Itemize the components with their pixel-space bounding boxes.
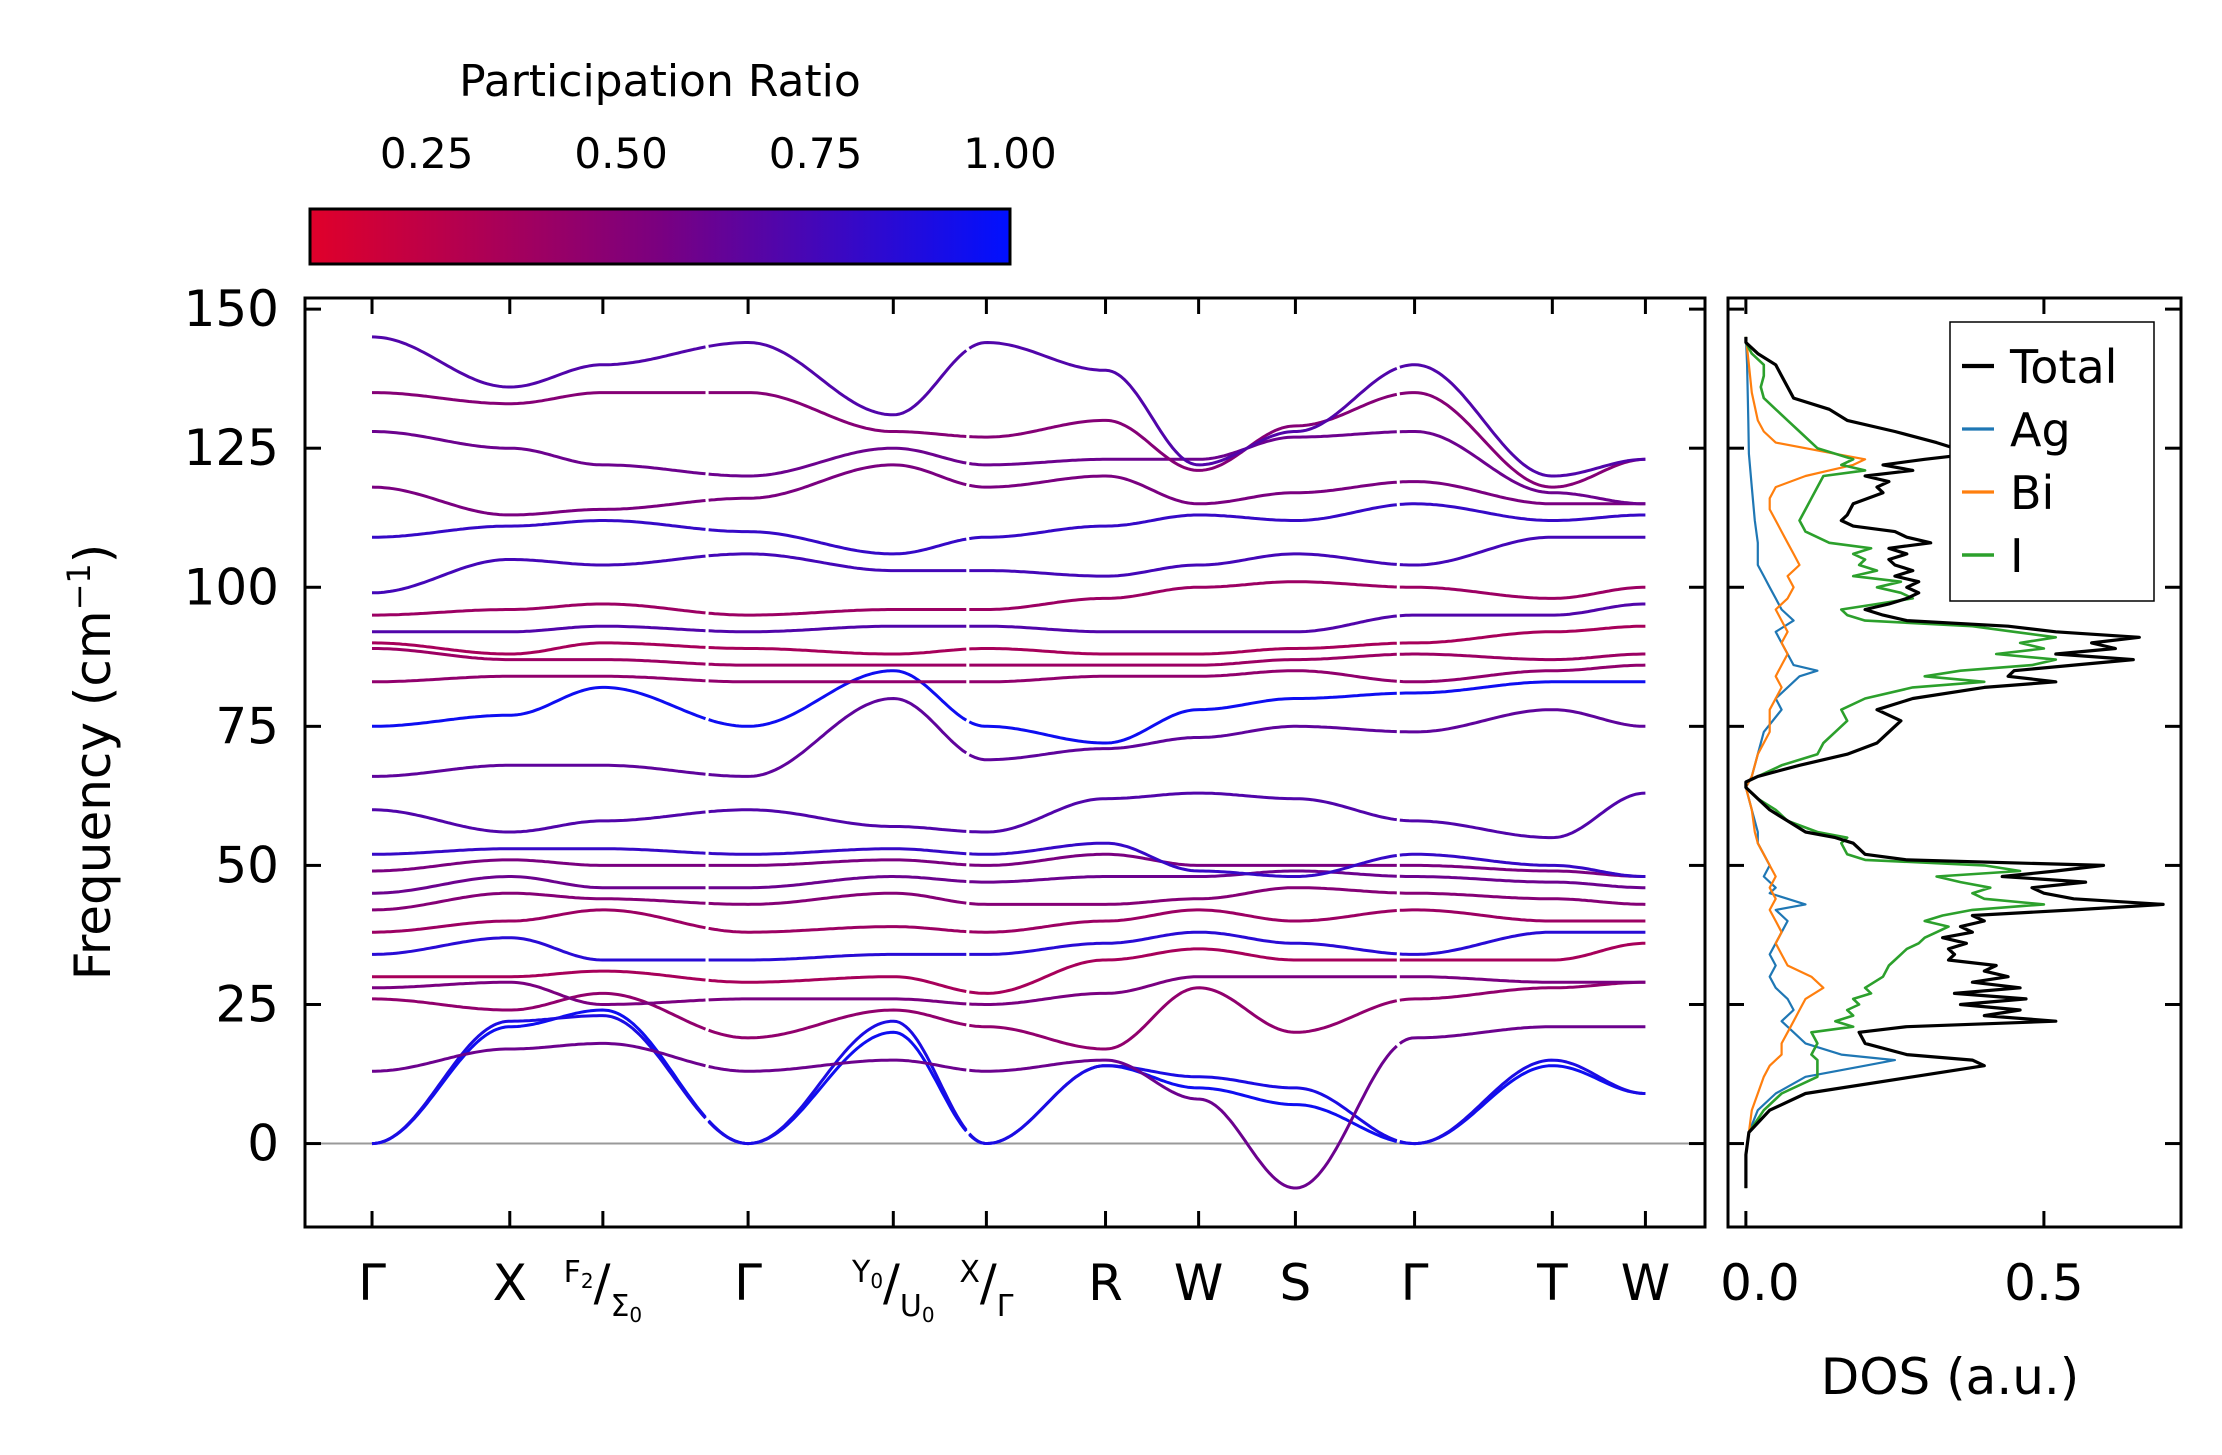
band-lines (371, 335, 1646, 1190)
band-18 (372, 624, 1646, 656)
dos-line-total (1744, 336, 2165, 1189)
dos-x-axis-label: DOS (a.u.) (1821, 1348, 2080, 1406)
band-7 (372, 930, 1646, 962)
band-21 (372, 535, 1646, 595)
y-tick-label: 25 (215, 975, 279, 1033)
band-y-axis: 0 25 50 75 100 125 150 (184, 280, 1705, 1173)
dos-lines (1744, 336, 2165, 1189)
y-tick-label: 150 (184, 280, 279, 338)
band-4 (372, 980, 1646, 1051)
band-9 (372, 886, 1646, 912)
band-22 (372, 502, 1646, 556)
k-tick-label: X (493, 1254, 527, 1312)
k-tick-label: W (1621, 1254, 1670, 1312)
k-tick-label: Y0/U0 (851, 1254, 935, 1327)
band-x-axis: Γ X F2/Σ0Γ Y0/U0X/Γ R W S Γ T W (358, 298, 1670, 1327)
dos-x-tick-label: 0.0 (1720, 1254, 1800, 1312)
y-tick-label: 0 (247, 1115, 279, 1173)
k-tick-label: Γ (358, 1254, 386, 1312)
band-8 (372, 908, 1646, 934)
y-tick-label: 125 (184, 419, 279, 477)
y-axis-label: Frequency (cm−1) (60, 544, 122, 981)
band-20 (372, 580, 1646, 617)
y-axis-label-sup: −1 (60, 563, 98, 610)
colorbar-tick-label: 0.25 (380, 129, 474, 178)
band-11 (372, 852, 1646, 878)
k-tick-label: W (1174, 1254, 1223, 1312)
band-24 (372, 430, 1646, 506)
colorbar: Participation Ratio 0.25 0.50 0.75 1.00 (308, 56, 1057, 266)
legend-label-bi: Bi (2010, 466, 2054, 520)
band-23 (371, 463, 1646, 517)
legend-items: Total Ag Bi I (1962, 340, 2117, 583)
dos-line-i (1744, 336, 2058, 1189)
band-1 (371, 1008, 1646, 1146)
k-tick-label: Γ (734, 1254, 762, 1312)
dos-legend: Total Ag Bi I (1949, 321, 2155, 602)
k-tick-label: T (1536, 1254, 1568, 1312)
band-14 (372, 697, 1646, 778)
dos-line-ag (1744, 336, 1896, 1189)
colorbar-tick-label: 0.50 (574, 129, 668, 178)
band-19 (372, 602, 1646, 634)
band-13 (372, 791, 1646, 840)
dos-axes-frame (1726, 296, 2183, 1229)
dos-x-tick-label: 0.5 (2004, 1254, 2084, 1312)
band-16 (372, 663, 1646, 684)
band-26 (371, 335, 1646, 478)
k-tick-label: F2/Σ0 (564, 1254, 643, 1327)
band-12 (372, 841, 1646, 878)
legend-label-ag: Ag (2010, 403, 2071, 457)
colorbar-tick-label: 0.75 (769, 129, 863, 178)
dos-y-ticks (1728, 307, 2181, 1146)
band-6 (372, 941, 1646, 995)
y-tick-label: 50 (215, 836, 279, 894)
dos-x-axis: 0.0 0.5 (1720, 298, 2084, 1312)
band-25 (372, 391, 1646, 489)
legend-label-total: Total (2009, 340, 2117, 394)
dos-panel: 0.0 0.5 DOS (a.u.) Total Ag Bi I (1720, 296, 2183, 1406)
band-5 (372, 975, 1646, 1006)
band-17 (372, 647, 1646, 667)
y-axis-label-main: Frequency (cm (64, 610, 122, 980)
band-axes-frame (303, 296, 1707, 1229)
band-15 (372, 669, 1646, 745)
colorbar-title: Participation Ratio (459, 56, 861, 107)
y-axis-label-close: ) (64, 544, 122, 564)
y-tick-label: 100 (184, 558, 279, 616)
k-tick-label: X/Γ (959, 1254, 1013, 1324)
y-tick-label: 75 (215, 697, 279, 755)
k-tick-label: Γ (1401, 1254, 1429, 1312)
colorbar-ticks: 0.25 0.50 0.75 1.00 (380, 129, 1057, 264)
band-2 (371, 1014, 1646, 1146)
dos-line-bi (1744, 336, 1867, 1189)
k-tick-label: S (1280, 1254, 1312, 1312)
colorbar-tick-label: 1.00 (963, 129, 1057, 178)
band-3 (372, 1025, 1646, 1190)
k-tick-label: R (1088, 1254, 1123, 1312)
band-10 (372, 869, 1646, 895)
legend-label-i: I (2010, 529, 2024, 583)
colorbar-gradient (308, 207, 1012, 266)
